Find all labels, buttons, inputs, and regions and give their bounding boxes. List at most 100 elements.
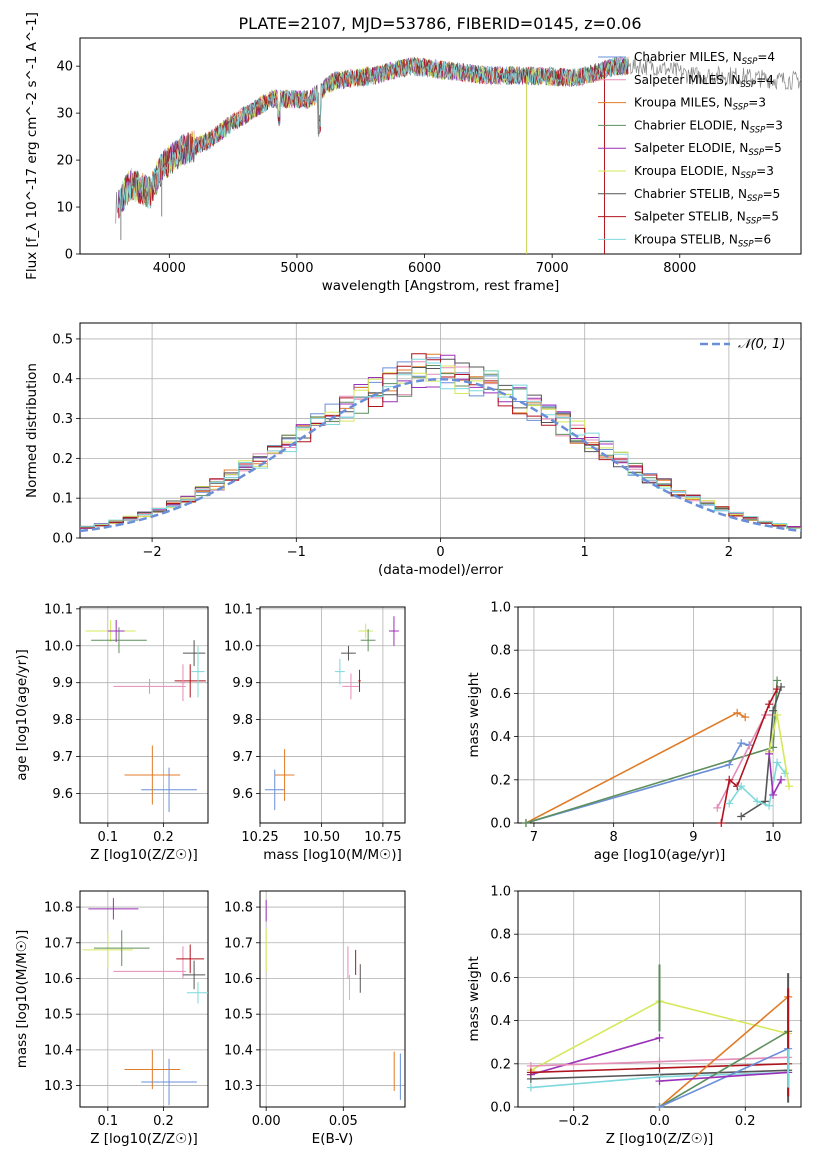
y-tick-label: 0.5 [52, 332, 73, 347]
weight-marker [655, 1077, 664, 1086]
y-tick-label: 0.2 [52, 452, 73, 467]
axes-frame [259, 606, 406, 824]
x-tick-label: 0.2 [153, 1114, 174, 1129]
legend-entry: Salpeter ELODIE, NSSP=5 [634, 141, 782, 158]
y-tick-label: 10.4 [44, 1043, 73, 1058]
y-tick-label: 10.7 [224, 936, 253, 951]
y-tick-label: 0.2 [490, 1057, 511, 1072]
y-tick-label: 10.7 [44, 936, 73, 951]
weight-series-line [525, 742, 750, 823]
x-tick-label: −0.2 [558, 1114, 590, 1129]
y-axis-label: age [log10(age/yr)] [14, 649, 30, 781]
histogram-series [80, 358, 801, 529]
x-tick-label: 0.05 [329, 1114, 358, 1129]
y-tick-label: 9.6 [232, 787, 253, 802]
y-tick-label: 9.6 [52, 787, 73, 802]
x-axis-label: Z [log10(Z/Z☉)] [90, 1131, 198, 1147]
y-tick-label: 9.7 [232, 750, 253, 765]
x-tick-label: 1 [581, 545, 589, 560]
y-tick-label: 20 [56, 154, 73, 169]
legend-entry: Kroupa ELODIE, NSSP=3 [634, 164, 774, 181]
x-tick-label: 0.00 [252, 1114, 281, 1129]
y-tick-label: 0.6 [490, 971, 511, 986]
x-tick-label: 0 [436, 545, 444, 560]
x-axis-label: Z [log10(Z/Z☉)] [606, 1131, 714, 1147]
weight-marker [733, 708, 742, 717]
weight-marker [526, 1083, 535, 1092]
weight-marker [777, 775, 786, 784]
weight-marker [725, 760, 734, 769]
weight-series-line [525, 711, 746, 823]
legend-entry: Salpeter MILES, NSSP=4 [634, 73, 774, 90]
mass-vs-EBV-panel: 0.00 0.05 10.3 10.4 10.5 10.6 10.7 10.8 E(B-V) [224, 890, 406, 1147]
y-tick-label: 10 [56, 201, 73, 216]
weight-vs-age-panel: 7 8 9 10 0.0 0.2 0.4 0.6 0.8 1.0 age [log10(age/yr… [466, 601, 802, 863]
y-tick-label: 0.3 [52, 412, 73, 427]
legend-entry: Chabrier ELODIE, NSSP=3 [634, 118, 783, 135]
y-tick-label: 0.1 [52, 492, 73, 507]
y-tick-label: 0.2 [490, 773, 511, 788]
x-tick-label: 8 [610, 830, 618, 845]
x-tick-label: 9 [689, 830, 697, 845]
figure-title: PLATE=2107, MJD=53786, FIBERID=0145, z=0… [238, 14, 641, 33]
x-tick-label: 4000 [153, 261, 186, 276]
normal-reference-curve [79, 377, 802, 533]
axes-frame [79, 322, 802, 539]
y-tick-label: 10.6 [224, 972, 253, 987]
y-axis-label: mass weight [466, 956, 482, 1041]
y-tick-label: 10.5 [224, 1008, 253, 1023]
legend-entry: Kroupa STELIB, NSSP=6 [634, 232, 771, 249]
x-tick-label: 0.0 [649, 1114, 670, 1129]
x-tick-label: 8000 [663, 261, 696, 276]
legend-entry: Kroupa MILES, NSSP=3 [634, 96, 766, 113]
y-tick-label: 9.8 [52, 713, 73, 728]
y-axis-label: mass weight [466, 672, 482, 757]
x-tick-label: −2 [143, 545, 162, 560]
x-tick-label: 0.1 [97, 1114, 118, 1129]
weight-marker [737, 812, 746, 821]
x-tick-label: 6000 [408, 261, 441, 276]
weight-marker [785, 782, 794, 791]
axes-frame [517, 606, 802, 824]
weight-vs-Z-panel: −0.2 0.0 0.2 0.0 0.2 0.4 0.6 0.8 1.0 Z [log10(Z/Z… [466, 885, 802, 1147]
spectrum-model-line [118, 57, 629, 217]
weight-marker [777, 682, 786, 691]
weight-marker [725, 799, 734, 808]
y-tick-label: 9.9 [232, 676, 253, 691]
weight-series-line [658, 996, 789, 1107]
age-vs-Z-panel: 0.1 0.2 9.6 9.7 9.8 9.9 10.0 10.1 Z [log10(Z/Z☉)… [14, 602, 209, 863]
y-tick-label: 10.8 [224, 901, 253, 916]
y-tick-label: 0.0 [52, 532, 73, 547]
y-tick-label: 1.0 [490, 601, 511, 616]
y-tick-label: 40 [56, 60, 73, 75]
y-tick-label: 0.6 [490, 687, 511, 702]
y-axis-label: Flux [f_λ 10^-17 erg cm^-2 s^-1 A^-1] [24, 12, 40, 280]
y-tick-label: 10.3 [44, 1079, 73, 1094]
weight-series-line [659, 1047, 789, 1107]
weight-series-line [659, 1071, 789, 1082]
spectrum-legend: Chabrier MILES, NSSP=4 Salpeter MILES, NS… [598, 50, 783, 249]
x-axis-label: Z [log10(Z/Z☉)] [90, 847, 198, 863]
x-tick-label: 10.25 [241, 830, 278, 845]
x-tick-label: 10.75 [364, 830, 401, 845]
axes-frame [79, 890, 209, 1108]
axes-frame [79, 37, 802, 255]
x-tick-label: 0.1 [97, 830, 118, 845]
y-tick-label: 10.5 [44, 1008, 73, 1023]
x-tick-label: 10.50 [303, 830, 340, 845]
x-tick-label: 7 [530, 830, 538, 845]
weight-series-line [525, 680, 778, 823]
x-tick-label: 2 [725, 545, 733, 560]
y-axis-label: Normed distribution [24, 363, 40, 498]
y-axis-label: mass [log10(M/M☉)] [14, 930, 30, 1069]
weight-marker [741, 713, 750, 722]
weight-marker [521, 819, 530, 827]
y-tick-label: 0.0 [490, 1101, 511, 1116]
weight-series-line [659, 1030, 789, 1107]
y-tick-label: 0.4 [490, 1014, 511, 1029]
y-tick-label: 1.0 [490, 885, 511, 900]
weight-marker [765, 801, 774, 810]
weight-marker [765, 700, 774, 709]
y-tick-label: 0.8 [490, 928, 511, 943]
